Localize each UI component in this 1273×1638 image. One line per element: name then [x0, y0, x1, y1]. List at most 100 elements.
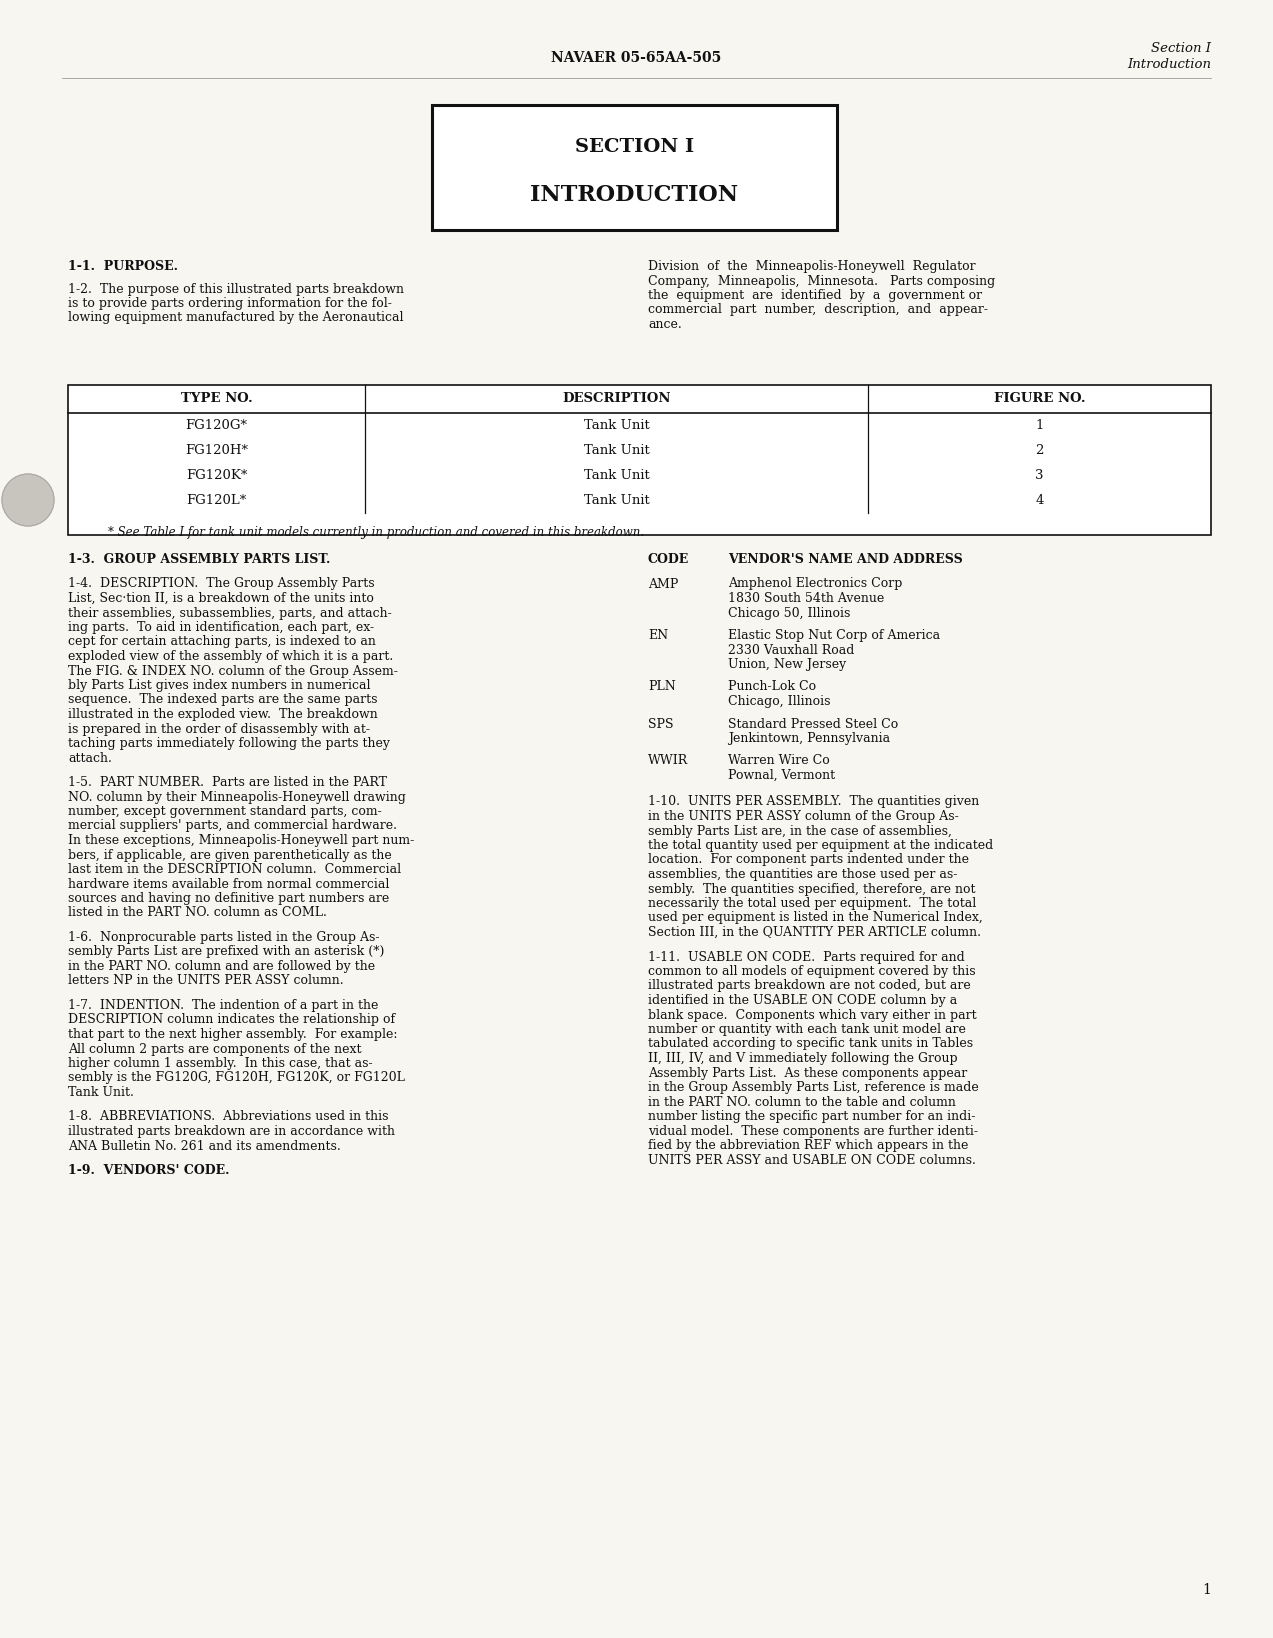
Text: The FIG. & INDEX NO. column of the Group Assem-: The FIG. & INDEX NO. column of the Group…: [67, 665, 398, 678]
Text: in the PART NO. column to the table and column: in the PART NO. column to the table and …: [648, 1096, 956, 1109]
Text: PLN: PLN: [648, 680, 676, 693]
Text: in the UNITS PER ASSY column of the Group As-: in the UNITS PER ASSY column of the Grou…: [648, 811, 959, 822]
Text: last item in the DESCRIPTION column.  Commercial: last item in the DESCRIPTION column. Com…: [67, 863, 401, 876]
Text: assemblies, the quantities are those used per as-: assemblies, the quantities are those use…: [648, 868, 957, 881]
Text: SPS: SPS: [648, 717, 673, 731]
Text: Section III, in the QUANTITY PER ARTICLE column.: Section III, in the QUANTITY PER ARTICLE…: [648, 925, 981, 939]
Text: Jenkintown, Pennsylvania: Jenkintown, Pennsylvania: [728, 732, 890, 745]
Text: List, Sec·tion II, is a breakdown of the units into: List, Sec·tion II, is a breakdown of the…: [67, 591, 374, 604]
Text: Punch-Lok Co: Punch-Lok Co: [728, 680, 816, 693]
Text: Tank Unit: Tank Unit: [584, 419, 649, 432]
Text: 1-1.  PURPOSE.: 1-1. PURPOSE.: [67, 260, 178, 274]
Text: Union, New Jersey: Union, New Jersey: [728, 658, 847, 672]
Text: used per equipment is listed in the Numerical Index,: used per equipment is listed in the Nume…: [648, 911, 983, 924]
Text: ANA Bulletin No. 261 and its amendments.: ANA Bulletin No. 261 and its amendments.: [67, 1140, 341, 1153]
Text: Chicago, Illinois: Chicago, Illinois: [728, 695, 830, 708]
Text: FG120K*: FG120K*: [186, 468, 247, 482]
Text: the total quantity used per equipment at the indicated: the total quantity used per equipment at…: [648, 839, 993, 852]
Text: attach.: attach.: [67, 752, 112, 765]
Text: 1-3.  GROUP ASSEMBLY PARTS LIST.: 1-3. GROUP ASSEMBLY PARTS LIST.: [67, 554, 331, 567]
Text: lowing equipment manufactured by the Aeronautical: lowing equipment manufactured by the Aer…: [67, 311, 404, 324]
Text: 2: 2: [1035, 444, 1044, 457]
Text: blank space.  Components which vary either in part: blank space. Components which vary eithe…: [648, 1009, 976, 1022]
Text: cept for certain attaching parts, is indexed to an: cept for certain attaching parts, is ind…: [67, 636, 376, 649]
Text: fied by the abbreviation REF which appears in the: fied by the abbreviation REF which appea…: [648, 1138, 969, 1152]
Text: WWIR: WWIR: [648, 755, 689, 768]
Text: in the Group Assembly Parts List, reference is made: in the Group Assembly Parts List, refere…: [648, 1081, 979, 1094]
Text: is prepared in the order of disassembly with at-: is prepared in the order of disassembly …: [67, 722, 370, 735]
Text: number listing the specific part number for an indi-: number listing the specific part number …: [648, 1111, 975, 1124]
Bar: [67, 385, 1211, 536]
Text: hardware items available from normal commercial: hardware items available from normal com…: [67, 878, 390, 891]
Text: TYPE NO.: TYPE NO.: [181, 393, 252, 406]
Text: In these exceptions, Minneapolis-Honeywell part num-: In these exceptions, Minneapolis-Honeywe…: [67, 834, 414, 847]
Text: FG120H*: FG120H*: [185, 444, 248, 457]
Text: 3: 3: [1035, 468, 1044, 482]
Text: Warren Wire Co: Warren Wire Co: [728, 755, 830, 768]
Text: AMP: AMP: [648, 578, 679, 591]
Text: bers, if applicable, are given parenthetically as the: bers, if applicable, are given parenthet…: [67, 848, 392, 862]
Text: ance.: ance.: [648, 318, 682, 331]
Text: Elastic Stop Nut Corp of America: Elastic Stop Nut Corp of America: [728, 629, 941, 642]
Text: 1830 South 54th Avenue: 1830 South 54th Avenue: [728, 591, 885, 604]
Text: that part to the next higher assembly.  For example:: that part to the next higher assembly. F…: [67, 1029, 397, 1042]
Text: sembly Parts List are, in the case of assemblies,: sembly Parts List are, in the case of as…: [648, 824, 952, 837]
Text: FG120L*: FG120L*: [186, 495, 247, 508]
Text: sequence.  The indexed parts are the same parts: sequence. The indexed parts are the same…: [67, 693, 378, 706]
Text: SECTION I: SECTION I: [575, 138, 694, 156]
Text: FG120G*: FG120G*: [186, 419, 247, 432]
Text: 1: 1: [1202, 1582, 1211, 1597]
Text: 1-8.  ABBREVIATIONS.  Abbreviations used in this: 1-8. ABBREVIATIONS. Abbreviations used i…: [67, 1111, 388, 1124]
Text: CODE: CODE: [648, 554, 689, 567]
Text: Tank Unit.: Tank Unit.: [67, 1086, 134, 1099]
Text: the  equipment  are  identified  by  a  government or: the equipment are identified by a govern…: [648, 288, 983, 301]
Text: sources and having no definitive part numbers are: sources and having no definitive part nu…: [67, 893, 390, 906]
Text: EN: EN: [648, 629, 668, 642]
Text: 1-9.  VENDORS' CODE.: 1-9. VENDORS' CODE.: [67, 1165, 229, 1178]
Text: identified in the USABLE ON CODE column by a: identified in the USABLE ON CODE column …: [648, 994, 957, 1007]
Text: vidual model.  These components are further identi-: vidual model. These components are furth…: [648, 1125, 978, 1137]
Text: NO. column by their Minneapolis-Honeywell drawing: NO. column by their Minneapolis-Honeywel…: [67, 791, 406, 804]
Bar: [432, 105, 838, 229]
Text: INTRODUCTION: INTRODUCTION: [531, 183, 738, 206]
Text: Company,  Minneapolis,  Minnesota.   Parts composing: Company, Minneapolis, Minnesota. Parts c…: [648, 275, 995, 288]
Text: higher column 1 assembly.  In this case, that as-: higher column 1 assembly. In this case, …: [67, 1057, 373, 1070]
Text: 1-2.  The purpose of this illustrated parts breakdown: 1-2. The purpose of this illustrated par…: [67, 282, 404, 295]
Text: Introduction: Introduction: [1127, 59, 1211, 72]
Text: Tank Unit: Tank Unit: [584, 495, 649, 508]
Text: Division  of  the  Minneapolis-Honeywell  Regulator: Division of the Minneapolis-Honeywell Re…: [648, 260, 975, 274]
Text: 1: 1: [1035, 419, 1044, 432]
Text: their assemblies, subassemblies, parts, and attach-: their assemblies, subassemblies, parts, …: [67, 606, 392, 619]
Text: DESCRIPTION: DESCRIPTION: [563, 393, 671, 406]
Text: letters NP in the UNITS PER ASSY column.: letters NP in the UNITS PER ASSY column.: [67, 975, 344, 988]
Text: VENDOR'S NAME AND ADDRESS: VENDOR'S NAME AND ADDRESS: [728, 554, 962, 567]
Text: UNITS PER ASSY and USABLE ON CODE columns.: UNITS PER ASSY and USABLE ON CODE column…: [648, 1153, 976, 1166]
Text: 1-6.  Nonprocurable parts listed in the Group As-: 1-6. Nonprocurable parts listed in the G…: [67, 930, 379, 943]
Text: illustrated in the exploded view.  The breakdown: illustrated in the exploded view. The br…: [67, 708, 378, 721]
Text: NAVAER 05-65AA-505: NAVAER 05-65AA-505: [551, 51, 722, 66]
Text: bly Parts List gives index numbers in numerical: bly Parts List gives index numbers in nu…: [67, 680, 370, 691]
Text: sembly is the FG120G, FG120H, FG120K, or FG120L: sembly is the FG120G, FG120H, FG120K, or…: [67, 1071, 405, 1084]
Text: sembly.  The quantities specified, therefore, are not: sembly. The quantities specified, theref…: [648, 883, 975, 896]
Text: number or quantity with each tank unit model are: number or quantity with each tank unit m…: [648, 1024, 966, 1035]
Text: 1-4.  DESCRIPTION.  The Group Assembly Parts: 1-4. DESCRIPTION. The Group Assembly Par…: [67, 578, 374, 591]
Text: * See Table I for tank unit models currently in production and covered in this b: * See Table I for tank unit models curre…: [108, 526, 644, 539]
Text: Amphenol Electronics Corp: Amphenol Electronics Corp: [728, 578, 903, 591]
Text: ing parts.  To aid in identification, each part, ex-: ing parts. To aid in identification, eac…: [67, 621, 374, 634]
Text: 1-5.  PART NUMBER.  Parts are listed in the PART: 1-5. PART NUMBER. Parts are listed in th…: [67, 776, 387, 790]
Text: illustrated parts breakdown are in accordance with: illustrated parts breakdown are in accor…: [67, 1125, 395, 1138]
Text: 4: 4: [1035, 495, 1044, 508]
Text: FIGURE NO.: FIGURE NO.: [994, 393, 1086, 406]
Text: DESCRIPTION column indicates the relationship of: DESCRIPTION column indicates the relatio…: [67, 1014, 395, 1027]
Text: commercial  part  number,  description,  and  appear-: commercial part number, description, and…: [648, 303, 988, 316]
Text: Standard Pressed Steel Co: Standard Pressed Steel Co: [728, 717, 899, 731]
Text: illustrated parts breakdown are not coded, but are: illustrated parts breakdown are not code…: [648, 980, 971, 993]
Text: mercial suppliers' parts, and commercial hardware.: mercial suppliers' parts, and commercial…: [67, 819, 397, 832]
Text: location.  For component parts indented under the: location. For component parts indented u…: [648, 853, 969, 867]
Text: common to all models of equipment covered by this: common to all models of equipment covere…: [648, 965, 975, 978]
Text: Section I: Section I: [1151, 41, 1211, 54]
Text: Tank Unit: Tank Unit: [584, 444, 649, 457]
Text: II, III, IV, and V immediately following the Group: II, III, IV, and V immediately following…: [648, 1052, 957, 1065]
Text: Tank Unit: Tank Unit: [584, 468, 649, 482]
Text: listed in the PART NO. column as COML.: listed in the PART NO. column as COML.: [67, 906, 327, 919]
